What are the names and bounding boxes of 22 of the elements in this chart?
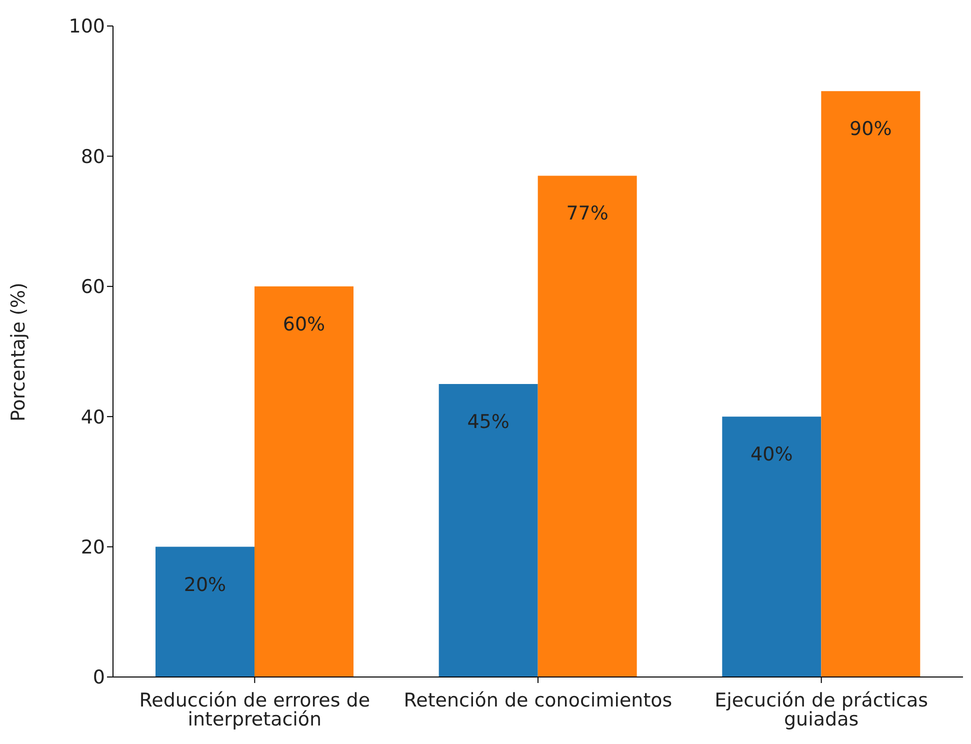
data-label: 40% [750, 444, 793, 466]
data-label: 45% [467, 411, 510, 434]
y-tick-label: 40 [80, 406, 105, 428]
bar [722, 416, 822, 677]
data-label: 60% [282, 313, 326, 336]
y-tick-label: 0 [92, 666, 105, 689]
bar [156, 546, 254, 677]
y-tick-label: 100 [68, 16, 105, 38]
bar [821, 91, 920, 677]
bar [538, 176, 637, 677]
data-label: 20% [184, 574, 226, 596]
bar [438, 384, 538, 677]
bar [254, 286, 354, 677]
y-axis-title: Porcentaje (%) [8, 282, 30, 422]
data-label: 77% [566, 202, 608, 225]
x-tick-label: Retención de conocimientos [404, 689, 672, 712]
y-tick-label: 20 [80, 536, 105, 559]
y-tick-label: 80 [80, 146, 105, 168]
data-label: 90% [850, 118, 892, 140]
x-tick-label: Reducción de errores de interpretación [139, 689, 370, 730]
x-tick-label: Ejecución de prácticas guiadas [714, 689, 928, 730]
y-tick-label: 60 [80, 276, 105, 298]
